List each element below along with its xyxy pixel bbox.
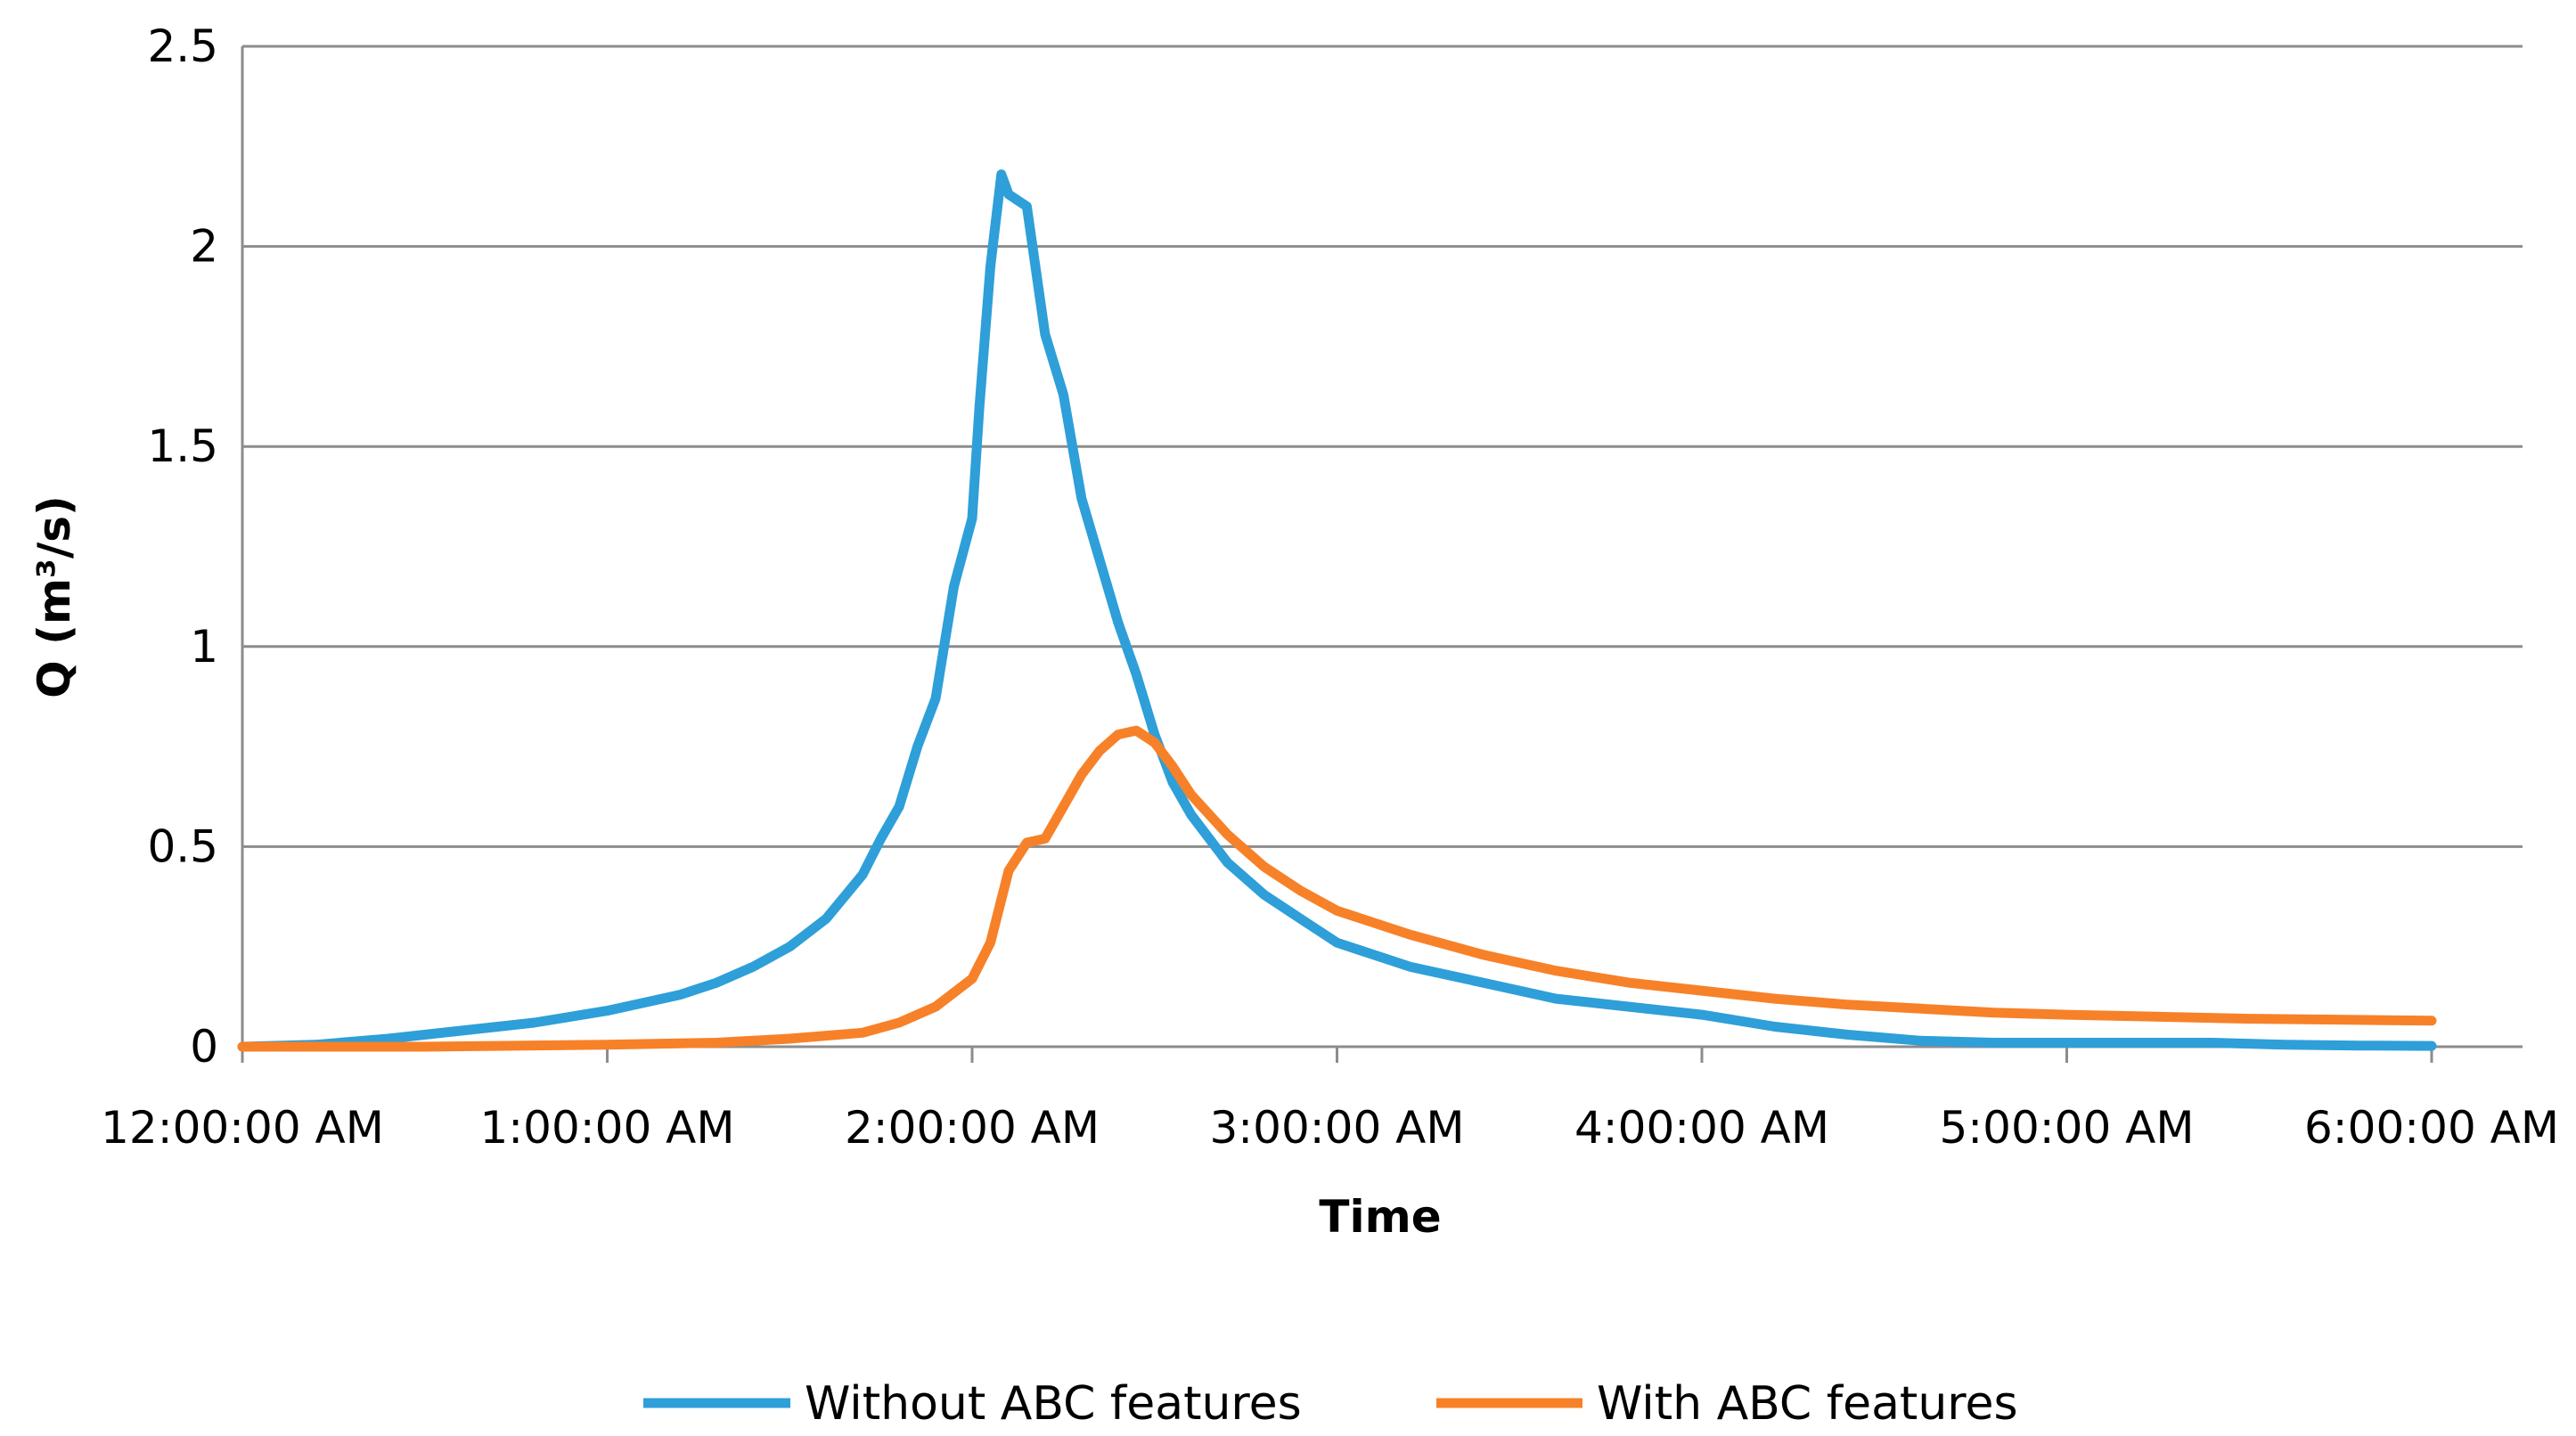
legend: Without ABC features With ABC features <box>643 1377 2018 1431</box>
gridlines <box>242 45 2523 848</box>
y-tick-label: 0 <box>190 1021 218 1073</box>
x-tick-label: 2:00:00 AM <box>845 1102 1100 1154</box>
x-tick-label: 3:00:00 AM <box>1210 1102 1465 1154</box>
x-tick-label: 5:00:00 AM <box>1940 1102 2195 1154</box>
x-tick-label: 4:00:00 AM <box>1574 1102 1829 1154</box>
x-tick-label: 1:00:00 AM <box>480 1102 735 1154</box>
legend-label-2: With ABC features <box>1597 1377 2018 1431</box>
legend-label-1: Without ABC features <box>805 1377 1302 1431</box>
axes <box>241 46 2523 1063</box>
x-tick-label: 12:00:00 AM <box>101 1102 384 1154</box>
series-line-2 <box>237 725 2437 1052</box>
y-tick-label: 2.5 <box>147 20 218 72</box>
y-tick-label: 0.5 <box>147 820 218 872</box>
x-axis-title: Time <box>1319 1191 1441 1243</box>
y-tick-label: 2 <box>190 221 218 273</box>
x-axis-tick-labels: 12:00:00 AM 1:00:00 AM 2:00:00 AM 3:00:00 A… <box>101 1102 2559 1154</box>
y-axis-tick-labels: 0 0.5 1 1.5 2 2.5 <box>147 20 218 1073</box>
x-tick-label: 6:00:00 AM <box>2304 1102 2559 1154</box>
series-line-1 <box>237 169 2437 1052</box>
y-tick-label: 1.5 <box>147 420 218 472</box>
y-tick-label: 1 <box>190 621 218 673</box>
series-lines <box>237 169 2437 1052</box>
y-axis-title: Q (m³/s) <box>29 495 80 698</box>
